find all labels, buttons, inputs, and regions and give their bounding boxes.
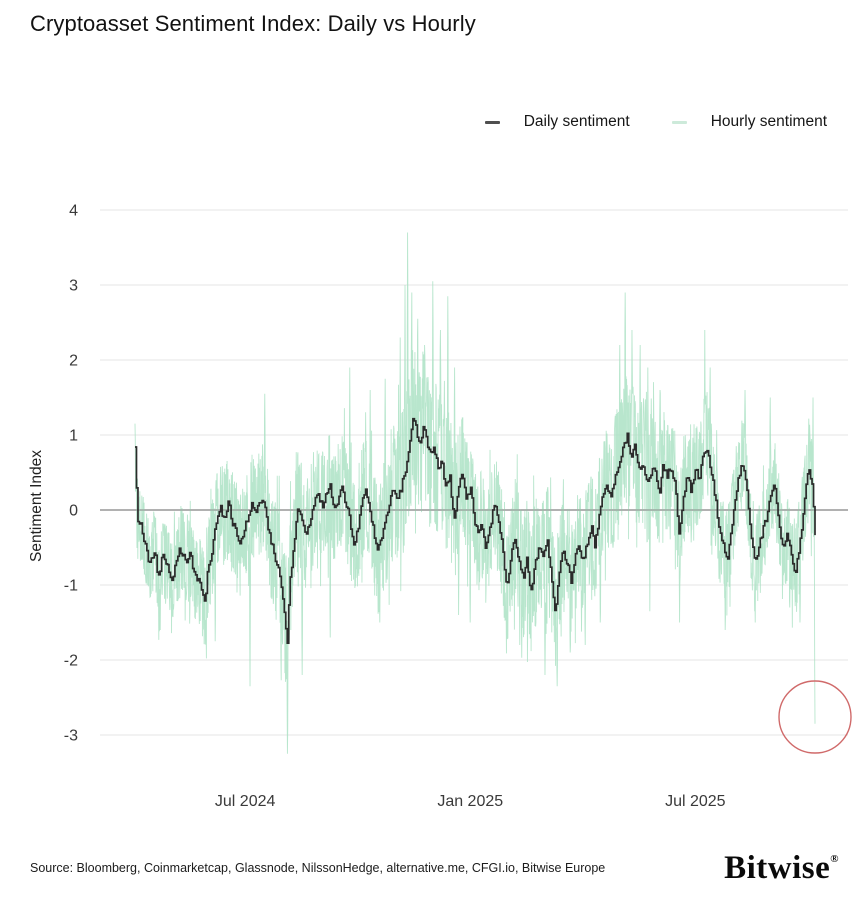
legend-item-daily: Daily sentiment — [484, 113, 630, 131]
y-tick-label: -2 — [64, 653, 78, 670]
sentiment-chart: 4 3 2 1 0 -1 -2 -3 Jul 2024 Jan 2025 Jul 2025 — [64, 203, 852, 810]
legend-label: Hourly sentiment — [710, 113, 827, 130]
y-tick-label: 4 — [69, 203, 78, 220]
daily-series — [135, 417, 816, 644]
x-tick-label: Jul 2024 — [215, 793, 276, 810]
y-tick-label: 3 — [69, 278, 78, 295]
legend-item-hourly: Hourly sentiment — [671, 113, 827, 131]
legend-label: Daily sentiment — [523, 113, 630, 130]
legend-dash-icon — [671, 120, 687, 124]
x-tick-label: Jan 2025 — [437, 793, 503, 810]
bitwise-logo: Bitwise ® — [724, 849, 839, 886]
page-title: Cryptoasset Sentiment Index: Daily vs Ho… — [30, 11, 476, 36]
x-tick-label: Jul 2025 — [665, 793, 726, 810]
y-axis-label: Sentiment Index — [28, 450, 45, 563]
y-tick-label: 0 — [69, 503, 78, 520]
y-tick-label: -1 — [64, 578, 78, 595]
bitwise-logo-text: Bitwise — [724, 849, 831, 886]
hourly-series — [134, 232, 816, 754]
chart-legend: Daily sentiment Hourly sentiment — [484, 113, 827, 131]
footer: Source: Bloomberg, Coinmarketcap, Glassn… — [30, 844, 839, 892]
chart-canvas: 4 3 2 1 0 -1 -2 -3 Jul 2024 Jan 2025 Jul 2025 — [64, 203, 852, 810]
legend-dash-icon — [484, 120, 500, 124]
y-tick-label: 2 — [69, 353, 78, 370]
registered-trademark-icon: ® — [830, 852, 839, 865]
y-tick-label: -3 — [64, 728, 78, 745]
source-attribution: Source: Bloomberg, Coinmarketcap, Glassn… — [30, 861, 606, 875]
annotation-circle — [778, 680, 852, 754]
y-tick-label: 1 — [69, 428, 78, 445]
